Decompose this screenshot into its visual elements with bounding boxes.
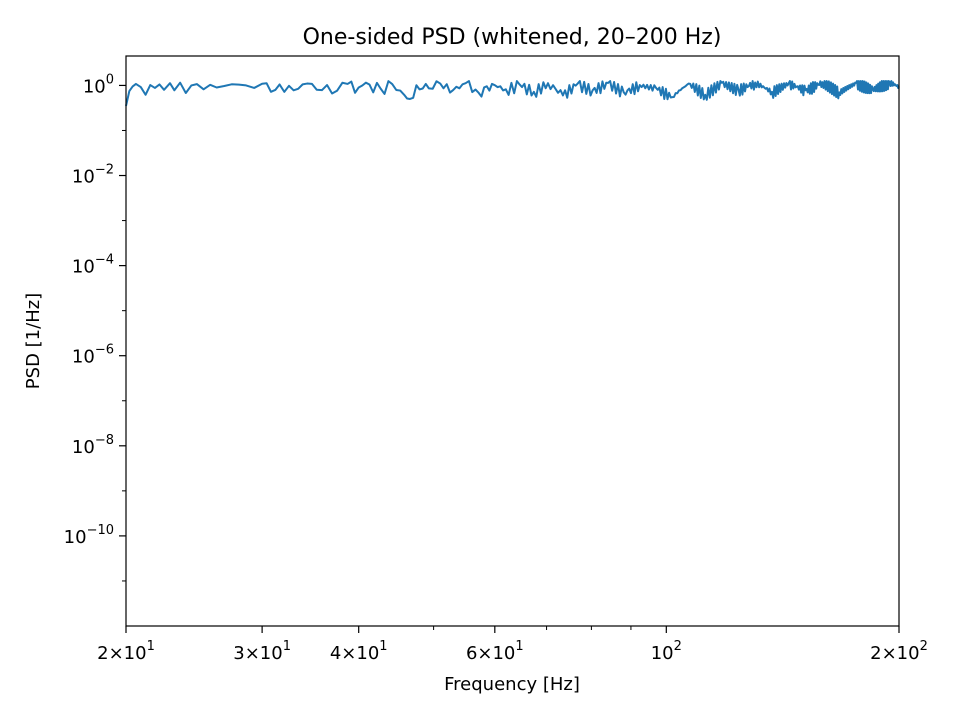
y-axis-ticks: 100 10−2 10−4 10−6 10−8 10−10 xyxy=(64,72,126,582)
y-axis-label: PSD [1/Hz] xyxy=(23,293,44,389)
x-axis-ticks: 2×101 3×101 4×101 6×101 102 2×102 xyxy=(97,626,928,664)
y-tick-label: 10−8 xyxy=(72,433,114,458)
y-tick-label: 10−4 xyxy=(72,253,114,278)
x-tick-label: 102 xyxy=(651,639,682,664)
x-tick-label: 4×101 xyxy=(330,639,388,664)
series-line-0 xyxy=(125,80,900,107)
y-tick-label: 10−10 xyxy=(64,523,114,548)
y-tick-label: 10−2 xyxy=(72,163,114,188)
x-tick-label: 3×101 xyxy=(233,639,291,664)
chart-title: One-sided PSD (whitened, 20–200 Hz) xyxy=(303,25,722,50)
x-tick-label: 2×102 xyxy=(870,639,928,664)
x-tick-label: 6×101 xyxy=(466,639,524,664)
y-tick-label: 100 xyxy=(83,72,114,97)
plot-area-frame xyxy=(125,55,900,627)
x-tick-label: 2×101 xyxy=(97,639,155,664)
series-line-group xyxy=(125,80,900,107)
y-tick-label: 10−6 xyxy=(72,343,114,368)
x-axis-label: Frequency [Hz] xyxy=(444,674,580,695)
